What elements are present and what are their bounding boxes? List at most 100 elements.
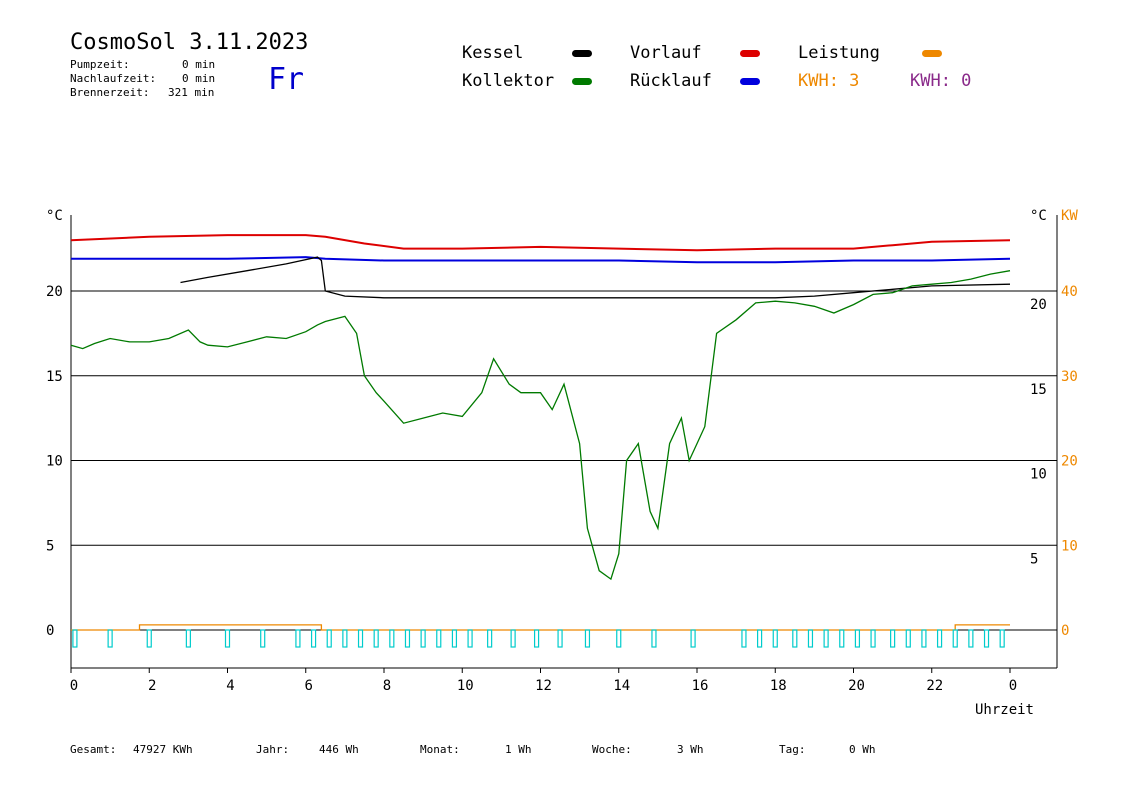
right-temp-tick-label-2: 15	[1030, 382, 1047, 398]
pump-pulse-27	[756, 629, 763, 648]
series-line-1	[71, 256, 1011, 264]
pump-pulse-42	[999, 629, 1005, 648]
right-power-tick-label-4: 40	[1061, 284, 1078, 300]
pump-pulse-15	[436, 629, 442, 648]
pump-pulse-13	[404, 629, 411, 648]
pump-pulse-4	[224, 629, 231, 648]
stat-pumpzeit-label: Pumpzeit:	[70, 58, 130, 71]
legend-leistung-swatch	[922, 50, 942, 57]
pump-pulse-35	[890, 629, 896, 648]
footer-gesamt-label: Gesamt:	[70, 743, 117, 756]
pump-pulse-21	[557, 629, 563, 648]
footer-jahr-value: 446 Wh	[319, 743, 359, 756]
x-tick-label-9: 18	[770, 678, 787, 694]
footer-monat-label: Monat:	[420, 743, 460, 756]
pump-pulse-14	[420, 629, 426, 648]
x-tick-label-10: 20	[848, 678, 865, 694]
pump-pulse-29	[792, 629, 798, 648]
pump-pulse-1	[107, 629, 113, 648]
footer-tag-label: Tag:	[779, 743, 806, 756]
pump-pulse-9	[342, 629, 348, 648]
x-tick-label-0: 0	[70, 678, 78, 694]
pump-pulse-7	[310, 629, 317, 648]
footer-tag-value: 0 Wh	[849, 743, 876, 756]
right-temp-tick-label-0: 5	[1030, 551, 1038, 567]
pump-pulse-22	[584, 629, 591, 648]
series-line-3	[70, 270, 1011, 581]
pump-pulse-8	[326, 629, 332, 648]
pump-pulse-37	[921, 629, 927, 648]
kwh-purple-label: KWH: 0	[910, 71, 972, 91]
series-line-2	[180, 256, 1011, 299]
pump-pulse-5	[260, 629, 266, 648]
pump-pulse-41	[983, 629, 990, 648]
x-tick-label-12: 0	[1009, 678, 1017, 694]
pump-pulse-28	[772, 629, 778, 648]
footer-woche-label: Woche:	[592, 743, 632, 756]
stat-nachlaufzeit-label: Nachlaufzeit:	[70, 72, 157, 85]
pump-pulse-0	[72, 629, 78, 648]
x-tick-label-2: 4	[226, 678, 234, 694]
legend-ruecklauf-swatch	[740, 78, 760, 85]
footer-monat-value: 1 Wh	[505, 743, 532, 756]
x-tick-label-11: 22	[926, 678, 943, 694]
legend-leistung-label: Leistung	[798, 43, 880, 63]
legend-kollektor-label: Kollektor	[462, 71, 555, 91]
left-tick-label-4: 20	[46, 284, 63, 300]
stat-nachlaufzeit-value: 0 min	[182, 72, 216, 85]
pump-pulse-19	[510, 629, 516, 648]
left-tick-label-3: 15	[46, 369, 63, 385]
right-power-tick-label-2: 20	[1061, 454, 1078, 470]
legend-kessel-label: Kessel	[462, 43, 524, 63]
pump-pulse-34	[870, 629, 876, 648]
left-tick-label-1: 5	[46, 538, 54, 554]
x-tick-label-3: 6	[305, 678, 313, 694]
pump-pulse-39	[952, 629, 958, 648]
pump-pulse-33	[854, 629, 861, 648]
pump-pulse-32	[839, 629, 845, 648]
pump-pulse-17	[467, 629, 473, 648]
x-axis-label: Uhrzeit	[975, 702, 1034, 718]
x-tick-label-6: 12	[535, 678, 552, 694]
legend-kollektor-swatch	[572, 78, 592, 85]
x-tick-label-1: 2	[148, 678, 156, 694]
x-tick-label-4: 8	[383, 678, 391, 694]
pump-pulse-26	[741, 629, 747, 648]
weekday-label: Fr	[268, 62, 305, 97]
legend-ruecklauf-label: Rücklauf	[630, 71, 712, 91]
pump-pulse-3	[185, 629, 191, 648]
series-line-0	[70, 234, 1011, 252]
left-tick-label-2: 10	[46, 454, 63, 470]
stat-pumpzeit-value: 0 min	[182, 58, 216, 71]
pump-pulse-24	[651, 629, 657, 648]
right-power-tick-label-3: 30	[1061, 369, 1078, 385]
right-temp-axis-unit: °C	[1030, 208, 1047, 224]
right-temp-tick-label-1: 10	[1030, 467, 1047, 483]
pump-pulse-6	[295, 629, 301, 648]
pump-pulse-31	[823, 629, 829, 648]
legend-vorlauf-label: Vorlauf	[630, 43, 702, 63]
pump-pulse-16	[451, 629, 458, 648]
legend-kessel-swatch	[572, 50, 592, 57]
pump-pulse-18	[487, 629, 493, 648]
pump-pulse-25	[690, 629, 696, 648]
kwh-orange-label: KWH: 3	[798, 71, 860, 91]
x-tick-label-7: 14	[613, 678, 630, 694]
right-power-axis-unit: KW	[1061, 208, 1078, 224]
pump-pulse-20	[533, 629, 540, 648]
x-tick-label-8: 16	[692, 678, 709, 694]
footer-gesamt-value: 47927 KWh	[133, 743, 193, 756]
x-tick-label-5: 10	[457, 678, 474, 694]
pump-pulse-10	[357, 629, 364, 648]
footer-jahr-label: Jahr:	[256, 743, 290, 756]
stat-brennerzeit-label: Brennerzeit:	[70, 86, 150, 99]
pump-pulse-40	[968, 629, 974, 648]
right-power-tick-label-0: 0	[1061, 623, 1069, 639]
page-title: CosmoSol 3.11.2023	[70, 30, 309, 55]
pump-pulse-38	[936, 629, 943, 648]
pump-pulse-23	[616, 629, 622, 648]
pump-pulse-2	[146, 629, 152, 648]
right-power-tick-label-1: 10	[1061, 538, 1078, 554]
pump-pulse-30	[807, 629, 814, 648]
